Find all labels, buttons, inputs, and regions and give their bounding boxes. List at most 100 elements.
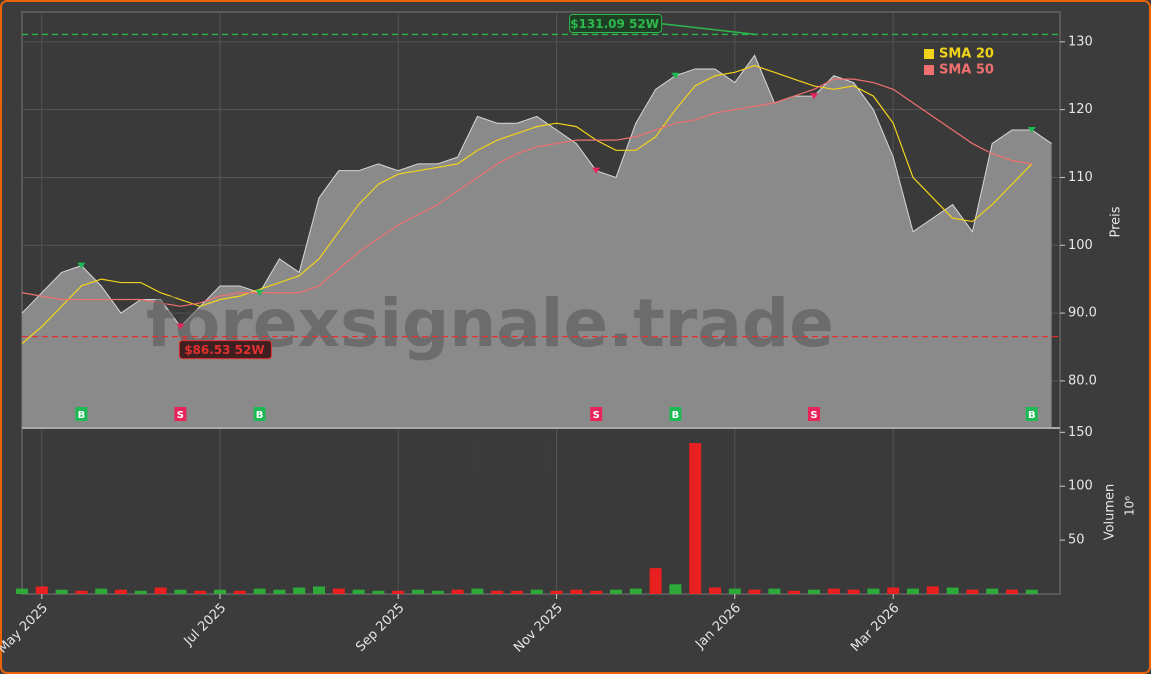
- y-axis-label: Preis: [1109, 206, 1124, 237]
- volume-bar: [669, 584, 682, 594]
- y2-tick-label: 100: [1068, 479, 1093, 494]
- y-tick-label: 110: [1068, 170, 1093, 185]
- volume-bar: [827, 588, 840, 594]
- volume-bar: [412, 589, 424, 594]
- volume-bar: [1025, 589, 1038, 594]
- volume-bar: [689, 443, 702, 594]
- legend-swatch: [924, 65, 934, 75]
- volume-bar: [16, 588, 28, 594]
- volume-bar: [511, 590, 523, 594]
- signal-badge: [808, 407, 820, 421]
- volume-bar: [471, 588, 484, 594]
- signal-badge: [174, 407, 187, 421]
- volume-bar: [352, 589, 365, 594]
- signal-marker: [176, 323, 185, 330]
- volume-bar: [174, 589, 187, 594]
- volume-bar: [709, 587, 721, 594]
- volume-bar: [95, 588, 108, 594]
- volume-bar: [55, 589, 68, 594]
- signal-label: B: [256, 410, 264, 421]
- volume-bar: [907, 588, 919, 594]
- signal-badge: [1025, 407, 1038, 421]
- signal-marker: [810, 93, 818, 100]
- volume-bar: [154, 587, 167, 594]
- volume-bar: [768, 588, 781, 594]
- signal-label: B: [672, 410, 680, 421]
- volume-bar: [570, 589, 583, 594]
- volume-bar: [313, 586, 325, 594]
- signal-badge: [75, 407, 88, 421]
- annotation-label: $86.53 52W: [184, 343, 264, 357]
- y-tick-label: 100: [1068, 238, 1093, 253]
- y-tick-label: 120: [1068, 102, 1093, 117]
- signal-marker: [1027, 126, 1036, 133]
- volume-bar: [233, 590, 246, 594]
- signal-label: B: [1028, 410, 1036, 421]
- signal-label: S: [177, 410, 184, 421]
- y-tick-label: 130: [1068, 34, 1093, 49]
- volume-bar: [1006, 589, 1018, 594]
- legend-label: SMA 50: [939, 63, 994, 78]
- signal-label: S: [810, 410, 817, 421]
- volume-bar: [332, 588, 345, 594]
- volume-bar: [946, 587, 959, 594]
- volume-bar: [115, 589, 127, 594]
- y2-tick-label: 150: [1068, 425, 1093, 440]
- sma-line: [21, 78, 1032, 307]
- volume-bar: [35, 586, 48, 594]
- annotation-box: [178, 340, 272, 360]
- y2-axis-label: Volumen: [1103, 484, 1118, 541]
- price-area: [22, 55, 1052, 428]
- signal-marker: [592, 167, 601, 174]
- signal-label: B: [78, 410, 86, 421]
- sma-line: [21, 64, 1033, 345]
- y2-exponent: 10⁶: [1123, 496, 1137, 516]
- legend-swatch: [924, 49, 934, 59]
- volume-bar: [253, 588, 266, 594]
- annotation-label: $131.09 52W: [570, 17, 659, 31]
- volume-bar: [986, 588, 999, 594]
- volume-bar: [728, 588, 741, 594]
- volume-bar: [214, 589, 226, 594]
- volume-bar: [75, 590, 88, 594]
- volume-bar: [867, 588, 880, 594]
- volume-bar: [788, 590, 801, 594]
- volume-bar: [926, 586, 939, 594]
- price-line: [21, 54, 1052, 328]
- volume-bar: [451, 589, 464, 594]
- annotation-box: [569, 13, 663, 33]
- y2-tick-label: 50: [1068, 533, 1085, 548]
- volume-bar: [590, 590, 603, 594]
- volume-bar: [392, 590, 405, 594]
- volume-bar: [194, 590, 207, 594]
- volume-bar: [649, 568, 662, 594]
- y-tick-label: 90.0: [1068, 306, 1097, 321]
- volume-bar: [134, 590, 147, 594]
- volume-bar: [808, 589, 820, 594]
- volume-bar: [372, 590, 385, 594]
- volume-bar: [610, 589, 622, 594]
- volume-bar: [273, 589, 286, 594]
- volume-bar: [491, 590, 504, 594]
- signal-marker: [255, 289, 264, 296]
- volume-bar: [847, 589, 860, 594]
- volume-bar: [629, 588, 642, 594]
- volume-bar: [550, 590, 563, 594]
- ticker-sub: CRH px: [464, 484, 516, 500]
- y-tick-label: 80.0: [1068, 373, 1097, 388]
- annotation-arrow: [659, 22, 757, 36]
- signal-badge: [669, 407, 682, 421]
- volume-bar: [748, 589, 761, 594]
- legend-label: SMA 20: [939, 47, 994, 62]
- volume-bar: [431, 590, 444, 594]
- ticker-watermark: CRH: [422, 424, 558, 492]
- volume-bar: [887, 587, 900, 594]
- signal-label: S: [593, 410, 600, 421]
- volume-bar: [966, 589, 979, 594]
- signal-marker: [77, 262, 86, 269]
- volume-bar: [293, 587, 306, 594]
- signal-badge: [590, 407, 603, 421]
- signal-badge: [253, 407, 266, 421]
